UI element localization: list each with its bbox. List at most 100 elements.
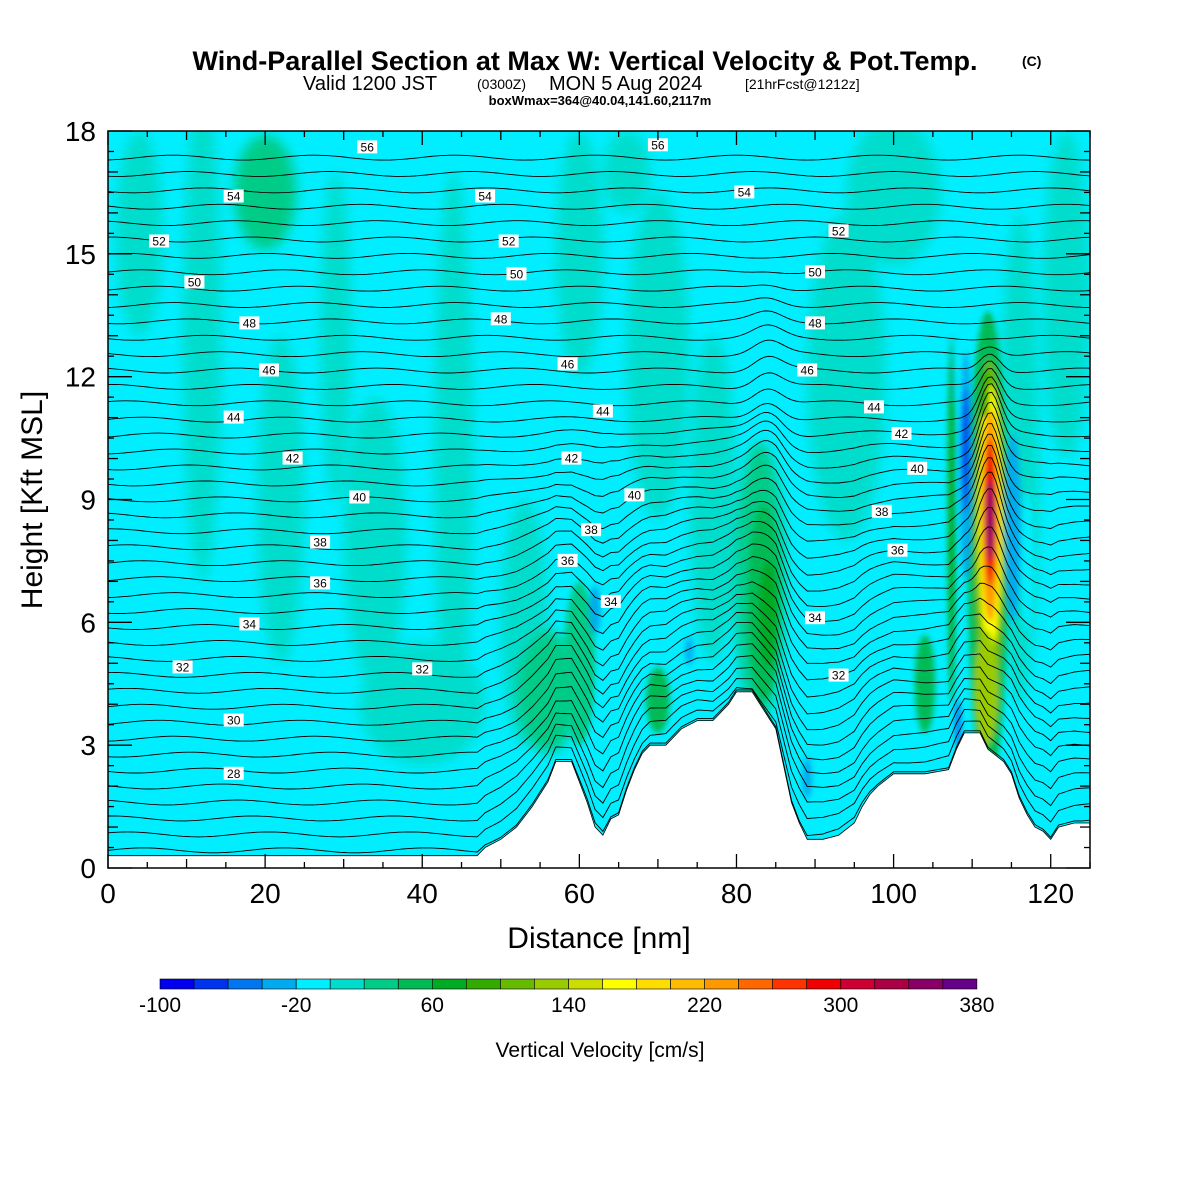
contour-label-box: [561, 451, 582, 465]
contour-label-box: [259, 363, 279, 377]
contour-label: 52: [149, 234, 170, 249]
colorbar-swatch: [534, 978, 569, 990]
contour-label-text: 34: [808, 611, 822, 625]
valid-date-label: MON 5 Aug 2024: [549, 73, 702, 95]
velocity-cell: [986, 479, 995, 561]
contour-label-box: [223, 713, 244, 727]
y-tick-label: 3: [80, 730, 96, 761]
contour-label-text: 54: [478, 190, 492, 204]
contour-label-text: 52: [832, 224, 846, 238]
contour-label-text: 44: [227, 411, 241, 425]
colorbar-swatch: [159, 978, 195, 990]
theta-contour: [108, 220, 1090, 227]
contour-label-text: 34: [604, 595, 618, 609]
contour-label: 38: [581, 523, 602, 537]
colorbar-swatch: [465, 978, 501, 990]
contour-label: 34: [805, 611, 825, 625]
velocity-cell: [516, 630, 580, 754]
velocity-cell: [626, 192, 690, 520]
contour-label: 46: [557, 357, 578, 371]
y-axis-title: Height [Kft MSL]: [16, 391, 49, 609]
theta-contour: [108, 471, 1090, 567]
theta-contour: [108, 203, 1090, 210]
velocity-cell: [589, 585, 601, 635]
contour-label-box: [805, 611, 825, 625]
contour-label-box: [172, 660, 193, 674]
velocity-cell: [914, 634, 936, 733]
contour-label-box: [282, 451, 303, 465]
contour-label-text: 40: [353, 491, 367, 505]
contour-label-box: [223, 766, 244, 780]
contour-label: 46: [797, 363, 818, 378]
velocity-cell: [434, 172, 474, 746]
contour-label-box: [797, 363, 818, 377]
y-tick-label: 18: [65, 116, 96, 147]
contour-label-box: [887, 543, 908, 557]
theta-contour: [108, 556, 1090, 646]
contour-label: 50: [184, 275, 205, 290]
colorbar-swatch: [738, 978, 774, 990]
contour-label: 28: [223, 766, 244, 781]
contour-label-text: 38: [584, 523, 598, 537]
contour-label-box: [864, 400, 884, 414]
contour-label: 40: [907, 461, 928, 476]
theta-contour: [108, 687, 1090, 838]
theta-contour: [108, 391, 1090, 455]
colorbar-swatch: [295, 978, 331, 990]
theta-contour: [108, 376, 1090, 423]
contour-label: 44: [864, 400, 884, 414]
contour-label-box: [349, 490, 370, 504]
velocity-cell: [974, 630, 999, 746]
contour-label: 34: [239, 617, 260, 631]
contour-label: 54: [475, 189, 496, 204]
chart-title: Wind-Parallel Section at Max W: Vertical…: [193, 46, 978, 76]
contour-label-box: [805, 265, 825, 279]
theta-contour: [108, 187, 1090, 194]
y-tick-label: 12: [65, 362, 96, 393]
contour-label-text: 50: [808, 265, 822, 279]
theta-contour: [108, 383, 1090, 439]
contour-label-text: 54: [227, 190, 241, 204]
contour-label-text: 46: [801, 364, 815, 378]
contour-label: 44: [223, 410, 244, 425]
copyright-mark: (C): [1022, 53, 1041, 69]
contour-label-box: [891, 427, 912, 440]
theta-contour: [108, 284, 1090, 292]
contour-label: 54: [223, 189, 244, 204]
contour-label-text: 48: [243, 316, 257, 330]
contour-label: 48: [805, 316, 825, 330]
colorbar-tick-label: -100: [139, 994, 181, 1017]
colorbar-tick-label: 300: [823, 994, 858, 1017]
colorbar-swatch: [840, 978, 876, 990]
y-tick-label: 15: [65, 239, 96, 270]
theta-contour: [108, 689, 1090, 854]
contour-label-text: 32: [416, 662, 430, 676]
contour-label-box: [412, 662, 433, 676]
contour-label-box: [828, 224, 849, 238]
contour-label-box: [600, 594, 621, 608]
contour-label: 52: [828, 224, 849, 238]
contour-label: 44: [592, 404, 613, 419]
contour-label-text: 40: [911, 462, 925, 476]
colorbar-swatch: [874, 978, 910, 990]
contour-label-box: [357, 140, 378, 154]
valid-time-utc: (0300Z): [477, 76, 526, 92]
contour-label-text: 30: [227, 714, 241, 728]
theta-contour: [108, 602, 1090, 710]
contour-label-box: [624, 488, 645, 502]
colorbar-tick-label: 140: [551, 994, 586, 1017]
colorbar-swatch: [500, 978, 535, 990]
theta-contour: [108, 297, 1090, 308]
contour-label: 32: [172, 660, 193, 674]
contour-label-box: [581, 523, 602, 537]
contour-label-text: 52: [152, 235, 166, 249]
contour-label: 36: [887, 543, 908, 558]
contour-label-box: [239, 617, 260, 631]
colorbar-swatch: [227, 978, 263, 990]
contour-label-text: 42: [895, 427, 909, 441]
theta-contour: [108, 655, 1090, 790]
theta-contour: [108, 666, 1090, 806]
x-tick-label: 40: [407, 878, 438, 909]
x-axis-title: Distance [nm]: [507, 922, 690, 955]
velocity-cell: [947, 335, 956, 705]
